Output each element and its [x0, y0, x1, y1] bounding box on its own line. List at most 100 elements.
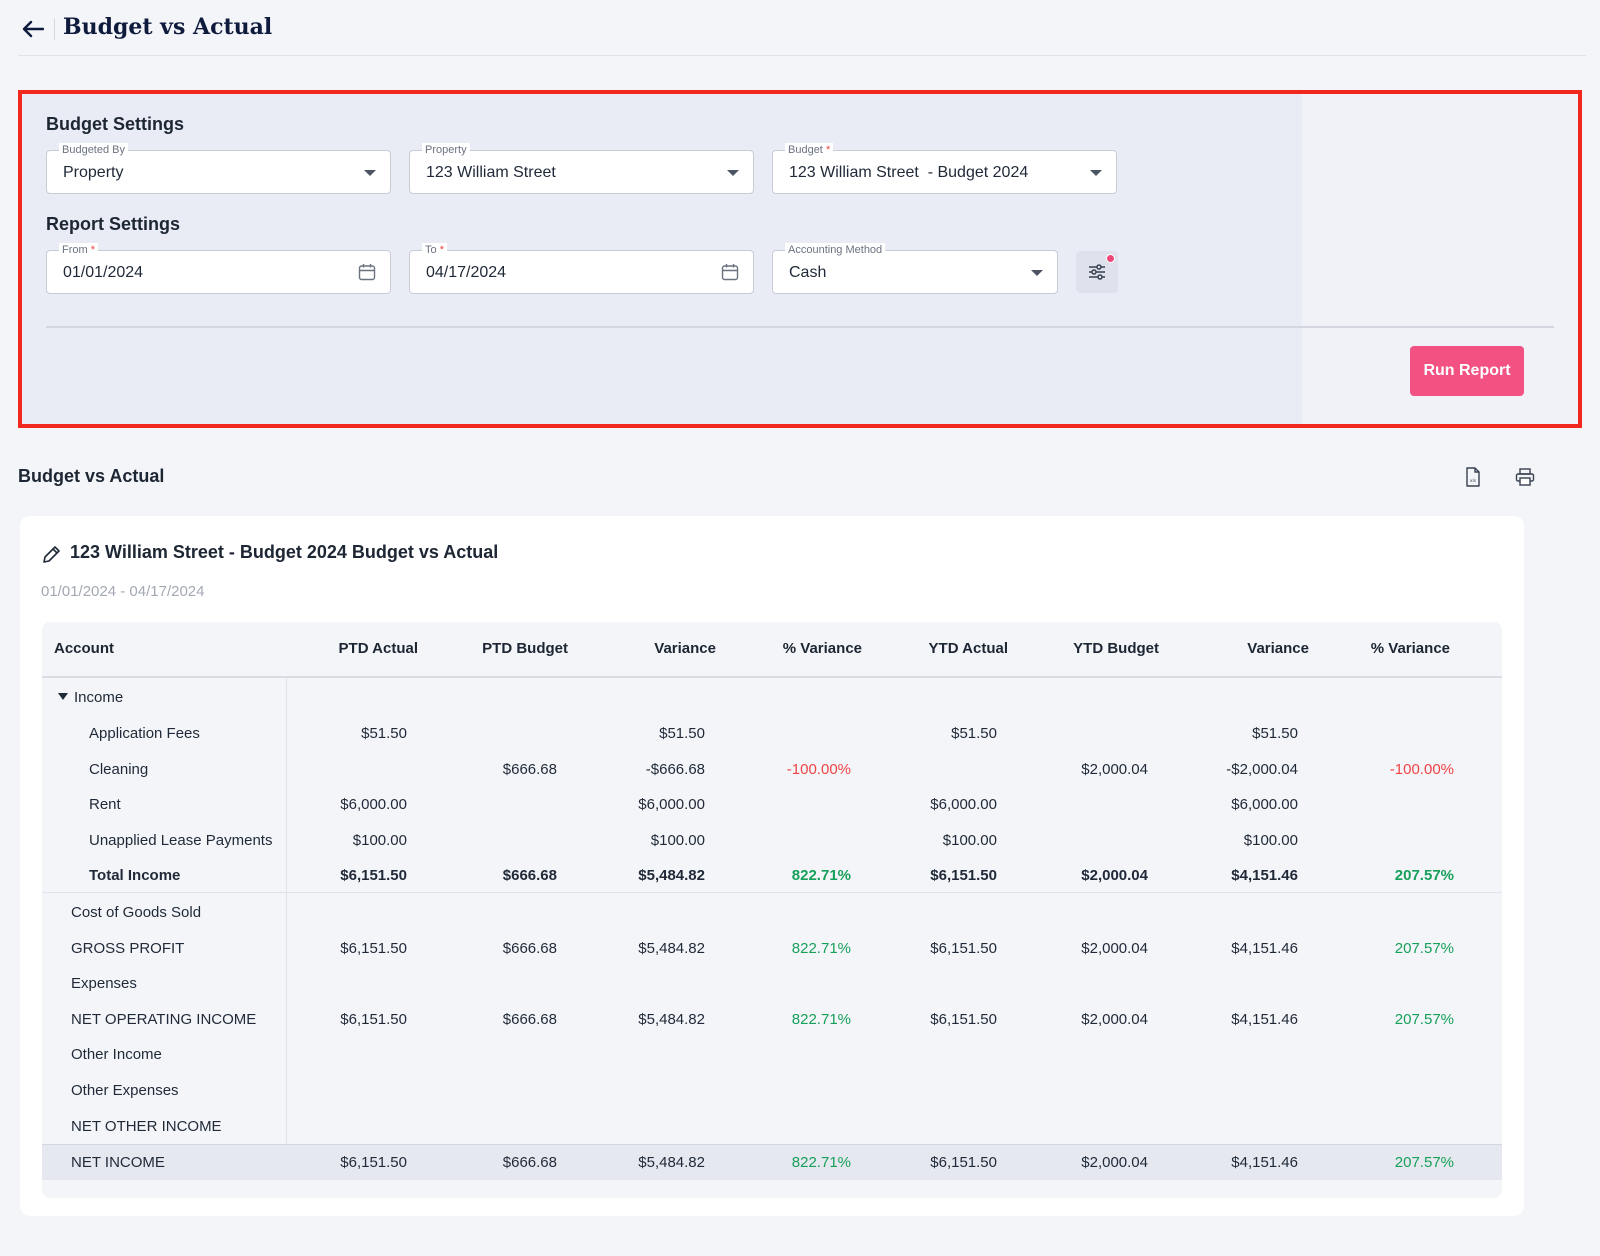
table-cell: $666.68 — [502, 867, 557, 884]
table-cell: -100.00% — [1389, 761, 1454, 778]
table-row: Other Income — [42, 1037, 1502, 1073]
account-name: GROSS PROFIT — [71, 940, 185, 957]
accounting-method-select[interactable]: Accounting Method Cash — [772, 243, 1058, 294]
table-row: Total Income $6,151.50 $666.68 $5,484.82 822… — [42, 858, 1502, 894]
budget-label-text: Budget — [788, 144, 823, 156]
required-mark: * — [825, 144, 831, 156]
account-name: Application Fees — [89, 725, 200, 742]
table-cell: 207.57% — [1394, 940, 1454, 957]
table-cell: $6,000.00 — [340, 796, 407, 813]
to-date-value: 04/17/2024 — [426, 264, 507, 281]
property-select[interactable]: Property 123 William Street — [409, 143, 754, 194]
from-date-value: 01/01/2024 — [63, 264, 144, 281]
column-header-ytd-actual: YTD Actual — [928, 640, 1008, 657]
report-date-range: 01/01/2024 - 04/17/2024 — [41, 583, 205, 600]
account-name: Cleaning — [89, 761, 149, 778]
table-cell: $100.00 — [942, 832, 997, 849]
report-settings-title: Report Settings — [46, 214, 181, 234]
table-row: NET OTHER INCOME — [42, 1109, 1502, 1145]
table-header: Account PTD Actual PTD Budget Variance %… — [42, 622, 1502, 678]
table-cell: -$2,000.04 — [1226, 761, 1298, 778]
column-header-ptd-budget: PTD Budget — [482, 640, 568, 657]
table-cell: $2,000.04 — [1081, 1011, 1148, 1028]
account-name: Cost of Goods Sold — [71, 904, 202, 921]
table-row: Cleaning $666.68 -$666.68 -100.00% $2,000.04… — [42, 752, 1502, 788]
back-button[interactable] — [18, 14, 48, 44]
budgeted-by-select[interactable]: Budgeted By Property — [46, 143, 391, 194]
filter-active-indicator — [1106, 254, 1115, 263]
budget-value: 123 William Street - Budget 2024 — [789, 164, 1029, 181]
print-button[interactable] — [1511, 463, 1539, 491]
to-label-text: To — [425, 244, 437, 256]
table-cell: 822.71% — [791, 867, 851, 884]
table-cell: $2,000.04 — [1081, 940, 1148, 957]
table-cell: $4,151.46 — [1231, 1011, 1298, 1028]
filter-options-button[interactable] — [1076, 251, 1118, 293]
table-cell: $2,000.04 — [1081, 761, 1148, 778]
page-title: Budget vs Actual — [63, 14, 273, 40]
table-cell: $6,151.50 — [930, 1154, 997, 1171]
table-cell: $100.00 — [352, 832, 407, 849]
to-date-field[interactable]: To * 04/17/2024 — [409, 243, 754, 294]
table-cell: $6,000.00 — [930, 796, 997, 813]
table-row: Other Expenses — [42, 1073, 1502, 1109]
table-cell: $6,151.50 — [340, 867, 407, 884]
table-cell: $51.50 — [1252, 725, 1298, 742]
table-cell: $6,151.50 — [340, 1011, 407, 1028]
settings-panel: Budget Settings Budgeted By Property Pro… — [18, 90, 1582, 428]
table-cell: $666.68 — [502, 1154, 557, 1171]
account-name: Total Income — [89, 867, 181, 884]
pencil-icon[interactable] — [40, 544, 62, 566]
required-mark: * — [90, 244, 96, 256]
svg-text:xls: xls — [1470, 478, 1477, 484]
column-header-ytd-budget: YTD Budget — [1073, 640, 1159, 657]
account-name: NET OTHER INCOME — [71, 1118, 222, 1135]
table-cell: $6,000.00 — [638, 796, 705, 813]
export-xls-button[interactable]: xls — [1459, 463, 1487, 491]
table-cell: -$666.68 — [645, 761, 705, 778]
column-header-ytd-variance: Variance — [1247, 640, 1309, 657]
top-bar: Budget vs Actual — [0, 0, 1600, 56]
from-label-text: From — [62, 244, 88, 256]
sliders-icon — [1089, 264, 1105, 280]
table-row: Unapplied Lease Payments $100.00 $100.00 $1… — [42, 823, 1502, 859]
account-name: NET OPERATING INCOME — [71, 1011, 257, 1028]
table-cell: $5,484.82 — [638, 1011, 705, 1028]
total-income-divider — [42, 892, 1502, 893]
from-date-field[interactable]: From * 01/01/2024 — [46, 243, 391, 294]
group-row-income[interactable]: Income — [42, 680, 1502, 716]
run-report-button[interactable]: Run Report — [1410, 346, 1524, 396]
table-cell: $6,151.50 — [930, 867, 997, 884]
accounting-method-label: Accounting Method — [785, 243, 886, 257]
table-cell: $5,484.82 — [638, 940, 705, 957]
table-cell: $2,000.04 — [1081, 867, 1148, 884]
table-cell: $6,151.50 — [930, 940, 997, 957]
print-icon — [1515, 468, 1535, 486]
collapse-caret-icon[interactable] — [58, 693, 68, 700]
table-cell: $4,151.46 — [1231, 867, 1298, 884]
xls-file-icon: xls — [1466, 467, 1480, 487]
table-cell: $6,151.50 — [340, 1154, 407, 1171]
table-row: GROSS PROFIT $6,151.50 $666.68 $5,484.82 822… — [42, 931, 1502, 967]
table-cell: $100.00 — [1243, 832, 1298, 849]
account-name: Unapplied Lease Payments — [89, 832, 273, 849]
chevron-down-icon — [364, 170, 376, 176]
column-header-ptd-variance: Variance — [654, 640, 716, 657]
account-name: Other Expenses — [71, 1082, 179, 1099]
column-header-account: Account — [54, 640, 114, 657]
budget-select[interactable]: Budget * 123 William Street - Budget 202… — [772, 143, 1117, 194]
account-column-divider — [286, 678, 287, 1158]
table-cell: $100.00 — [650, 832, 705, 849]
to-label: To * — [422, 243, 447, 257]
table-cell: 207.57% — [1394, 867, 1454, 884]
table-cell: $666.68 — [502, 1011, 557, 1028]
calendar-icon[interactable] — [358, 263, 376, 281]
table-row: Rent $6,000.00 $6,000.00 $6,000.00 $6,000.00 — [42, 787, 1502, 823]
table-cell: 822.71% — [791, 1011, 851, 1028]
table-cell: $4,151.46 — [1231, 940, 1298, 957]
account-name: Rent — [89, 796, 121, 813]
account-name-text: Income — [74, 689, 124, 706]
panel-divider — [46, 326, 1554, 328]
chevron-down-icon — [727, 170, 739, 176]
calendar-icon[interactable] — [721, 263, 739, 281]
